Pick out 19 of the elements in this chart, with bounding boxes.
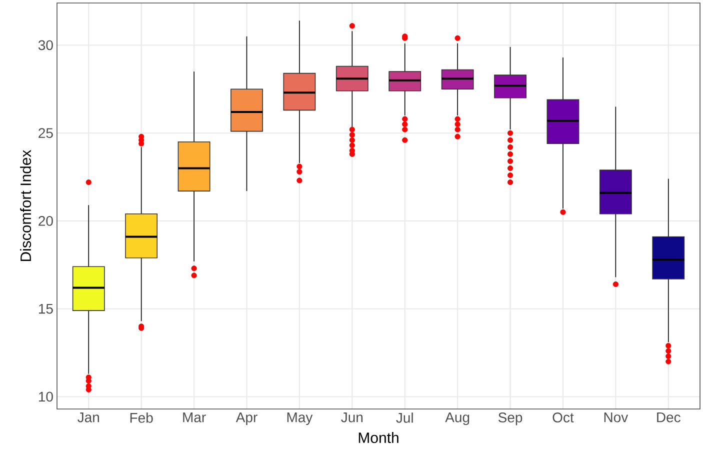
x-tick-label: Mar bbox=[183, 412, 206, 422]
y-tick-label: 15 bbox=[38, 304, 53, 314]
x-tick-label: Jun bbox=[341, 412, 363, 422]
y-axis-title: Discomfort Index bbox=[20, 150, 32, 262]
x-tick-label: Sep bbox=[498, 412, 522, 426]
x-tick-label: Jul bbox=[396, 412, 413, 423]
x-tick-label: Apr bbox=[236, 412, 258, 426]
x-tick-label: Dec bbox=[657, 412, 680, 422]
x-tick-label: Oct bbox=[552, 412, 574, 422]
x-tick-label: May bbox=[287, 412, 313, 426]
x-tick-label: Aug bbox=[445, 412, 470, 426]
y-tick-label: 30 bbox=[38, 40, 53, 50]
x-axis-title: Month bbox=[358, 432, 398, 444]
y-tick-label: 25 bbox=[38, 128, 53, 138]
y-tick-label: 10 bbox=[38, 392, 53, 402]
y-tick-label: 20 bbox=[38, 216, 53, 226]
x-tick-label: Feb bbox=[130, 412, 153, 423]
x-tick-label: Jan bbox=[78, 412, 99, 422]
x-tick-label: Nov bbox=[604, 412, 628, 422]
